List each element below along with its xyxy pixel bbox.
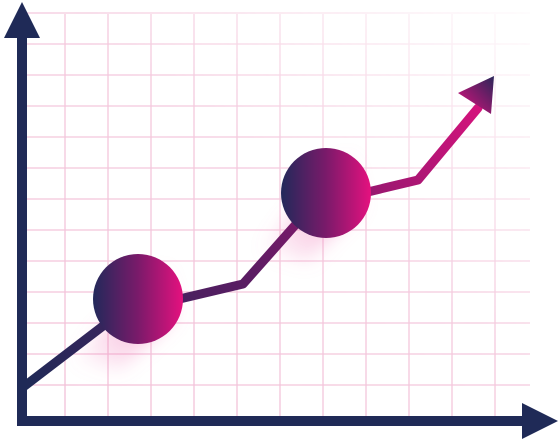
y-axis [17, 26, 27, 426]
x-axis-arrow-icon [522, 403, 558, 439]
trend-arrow-head-icon [458, 76, 494, 114]
y-axis-arrow-icon [4, 2, 40, 38]
data-marker [93, 254, 183, 344]
data-marker [281, 148, 371, 238]
x-axis [17, 416, 527, 426]
chart-grid [22, 12, 530, 416]
chart-axes [4, 2, 558, 439]
